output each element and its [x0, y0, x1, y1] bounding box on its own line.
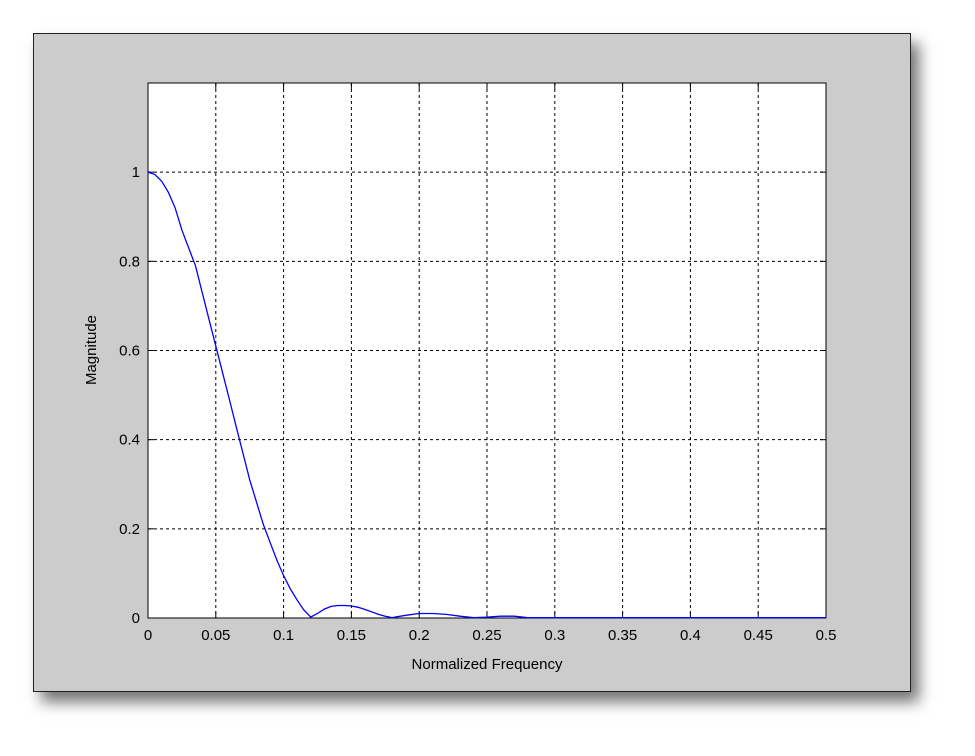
- y-tick-label: 0.8: [119, 253, 140, 270]
- x-tick-label: 0.4: [680, 627, 701, 644]
- y-tick-label: 0.4: [119, 432, 140, 449]
- x-tick-label: 0: [144, 627, 152, 644]
- x-tick-label: 0.15: [337, 627, 366, 644]
- x-tick-label: 0.2: [409, 627, 430, 644]
- x-tick-label: 0.45: [744, 627, 773, 644]
- x-tick-label: 0.1: [273, 627, 294, 644]
- x-tick-label: 0.05: [201, 627, 230, 644]
- x-tick-label: 0.5: [816, 627, 837, 644]
- y-tick-label: 0.6: [119, 343, 140, 360]
- x-tick-label: 0.35: [608, 627, 637, 644]
- y-tick-label: 0: [132, 610, 140, 627]
- x-axis-label: Normalized Frequency: [412, 656, 563, 673]
- series-line: [147, 171, 826, 619]
- y-tick-label: 1: [132, 164, 140, 181]
- y-axis-label: Magnitude: [83, 315, 100, 385]
- y-tick-label: 0.2: [119, 521, 140, 538]
- x-tick-label: 0.25: [472, 627, 501, 644]
- x-tick-label: 0.3: [544, 627, 565, 644]
